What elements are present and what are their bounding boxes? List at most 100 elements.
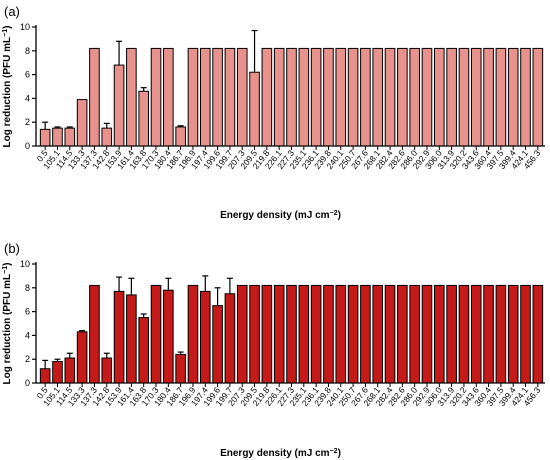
bar <box>520 47 531 147</box>
bar <box>495 47 507 147</box>
bar <box>495 284 507 384</box>
bar <box>458 47 470 147</box>
bar <box>470 47 482 147</box>
bar <box>212 305 223 384</box>
y-tick-label: 4 <box>25 330 30 340</box>
bar <box>273 284 285 384</box>
bar <box>360 284 371 384</box>
bar <box>89 47 100 147</box>
bar <box>434 47 445 147</box>
bar <box>286 284 297 384</box>
bar <box>224 293 236 384</box>
x-axis-title: Energy density (mJ cm−2) <box>220 210 341 222</box>
bar <box>64 127 76 147</box>
panel-label: (a) <box>4 4 20 19</box>
panel-label: (b) <box>4 241 20 256</box>
bar <box>113 290 125 384</box>
bar <box>138 317 149 384</box>
bar <box>39 368 51 384</box>
bar <box>236 284 248 384</box>
x-axis-title: Energy density (mJ cm−2) <box>220 448 341 460</box>
bar <box>261 284 273 384</box>
panel-b: (b)02468100.5105.1114.5133.3137.3142.815… <box>2 241 545 460</box>
bar <box>323 47 334 147</box>
bar <box>113 64 125 147</box>
bar <box>372 47 384 147</box>
bar <box>372 284 384 384</box>
y-tick-label: 2 <box>25 354 30 364</box>
bar <box>532 47 544 147</box>
bar <box>76 331 88 384</box>
bar <box>175 353 186 384</box>
bar <box>434 284 445 384</box>
bar <box>446 284 457 384</box>
y-axis-title: Log reduction (PFU mL−1) <box>2 263 14 385</box>
bar <box>384 284 396 384</box>
bar <box>409 284 420 384</box>
bar <box>507 284 519 384</box>
bar <box>483 284 494 384</box>
y-tick-label: 8 <box>25 283 30 293</box>
bar <box>101 127 113 147</box>
bar <box>360 47 371 147</box>
bar <box>323 284 334 384</box>
y-tick-label: 10 <box>20 22 30 32</box>
bar <box>335 47 347 147</box>
bar <box>249 71 260 147</box>
bar <box>409 47 420 147</box>
bar <box>163 47 174 147</box>
bar <box>310 47 322 147</box>
bar <box>101 357 113 384</box>
bar <box>175 126 186 147</box>
bar <box>150 284 162 384</box>
bar <box>187 284 199 384</box>
bar <box>163 289 174 384</box>
bar <box>298 284 310 384</box>
bar <box>52 127 63 147</box>
bar <box>76 99 88 147</box>
bar <box>273 47 285 147</box>
bar <box>458 284 470 384</box>
bar <box>507 47 519 147</box>
bar <box>421 47 433 147</box>
bar <box>347 47 359 147</box>
bar <box>470 284 482 384</box>
y-tick-label: 0 <box>25 141 30 151</box>
bar <box>446 47 457 147</box>
bar <box>286 47 297 147</box>
bar <box>126 294 137 384</box>
y-tick-label: 6 <box>25 307 30 317</box>
bar <box>138 90 149 147</box>
y-tick-label: 10 <box>20 259 30 269</box>
bar <box>150 47 162 147</box>
y-tick-label: 8 <box>25 46 30 56</box>
bar <box>236 47 248 147</box>
y-tick-label: 4 <box>25 93 30 103</box>
bar <box>199 47 211 147</box>
y-tick-label: 0 <box>25 378 30 388</box>
bar <box>261 47 273 147</box>
y-tick-label: 6 <box>25 70 30 80</box>
bar <box>298 47 310 147</box>
y-axis-title: Log reduction (PFU mL−1) <box>2 26 14 148</box>
bar <box>310 284 322 384</box>
bar <box>224 47 236 147</box>
bar <box>421 284 433 384</box>
bar <box>397 47 408 147</box>
bar <box>397 284 408 384</box>
bar <box>520 284 531 384</box>
bar <box>64 357 76 384</box>
bar <box>249 284 260 384</box>
bar <box>483 47 494 147</box>
bar <box>126 47 137 147</box>
bar <box>347 284 359 384</box>
panel-a: (a)02468100.5105.1114.5133.3137.3142.815… <box>2 4 545 222</box>
y-tick-label: 2 <box>25 117 30 127</box>
bar <box>212 47 223 147</box>
bar <box>532 284 544 384</box>
bar <box>199 290 211 384</box>
bar <box>52 361 63 384</box>
bar <box>384 47 396 147</box>
bar <box>39 128 51 147</box>
